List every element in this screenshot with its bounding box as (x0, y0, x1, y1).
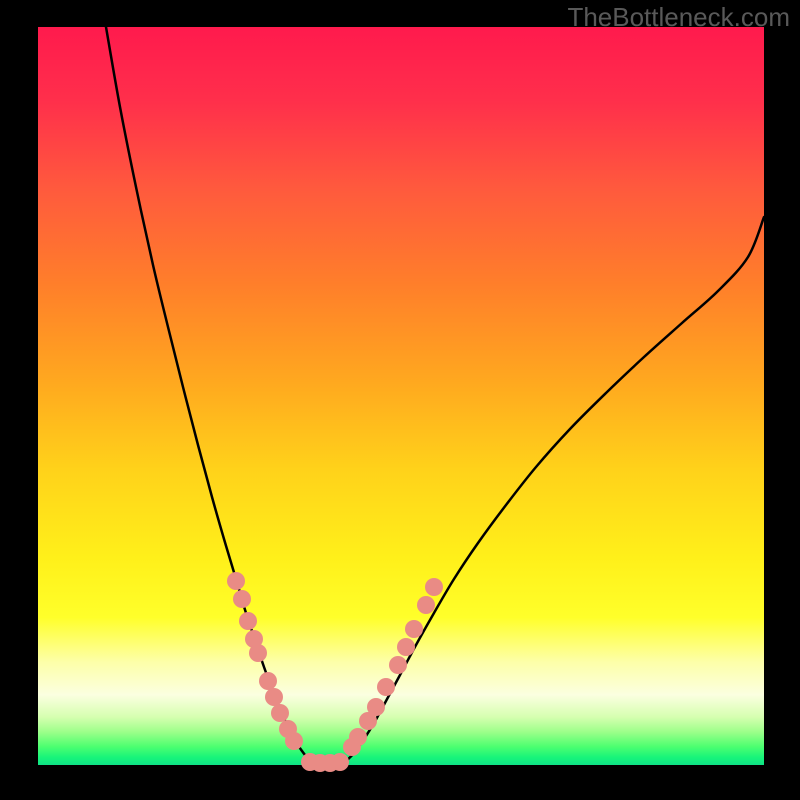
bottleneck-curve (0, 0, 800, 800)
data-dot (417, 596, 435, 614)
chart-frame: TheBottleneck.com (0, 0, 800, 800)
data-dot (233, 590, 251, 608)
data-dot (405, 620, 423, 638)
data-dot (249, 644, 267, 662)
curve-left-branch (106, 27, 316, 765)
data-dot (259, 672, 277, 690)
data-dot (349, 728, 367, 746)
data-dot (425, 578, 443, 596)
watermark-text: TheBottleneck.com (567, 2, 790, 33)
data-dot (367, 698, 385, 716)
data-dot (271, 704, 289, 722)
data-dot (397, 638, 415, 656)
data-dot (265, 688, 283, 706)
data-dot (239, 612, 257, 630)
data-dot (377, 678, 395, 696)
data-dot (331, 753, 349, 771)
data-dot (285, 732, 303, 750)
data-dot (227, 572, 245, 590)
data-dot (389, 656, 407, 674)
curve-right-branch (340, 217, 764, 765)
